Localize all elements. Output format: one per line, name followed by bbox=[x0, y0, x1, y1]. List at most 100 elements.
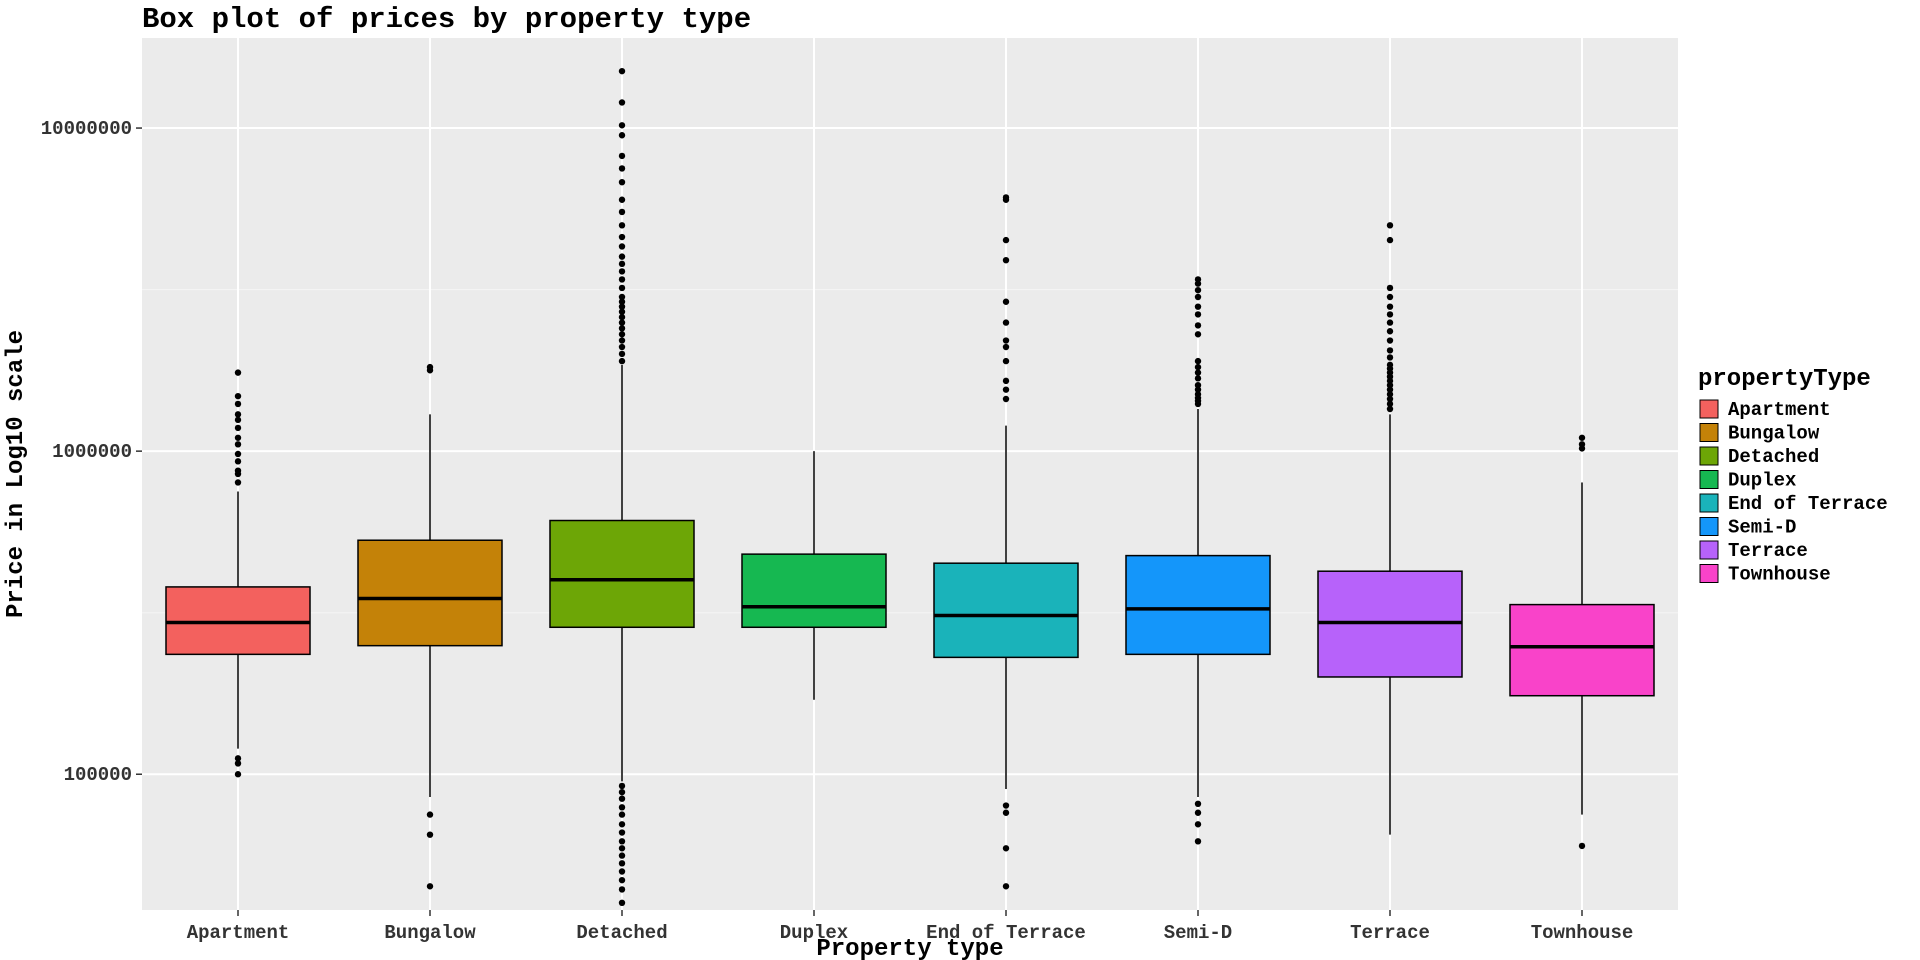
outlier-point bbox=[234, 441, 242, 448]
outlier-point bbox=[1578, 842, 1586, 850]
outlier-point bbox=[1002, 319, 1010, 326]
outlier-point bbox=[618, 67, 626, 75]
outlier-point bbox=[618, 122, 626, 129]
outlier-point bbox=[618, 331, 626, 338]
outlier-point bbox=[1386, 347, 1394, 354]
outlier-point bbox=[618, 165, 626, 172]
outlier-point bbox=[1194, 386, 1202, 393]
outlier-point bbox=[1194, 391, 1202, 398]
outlier-point bbox=[426, 811, 434, 818]
outlier-point bbox=[618, 243, 626, 250]
outlier-point bbox=[234, 392, 242, 400]
outlier-point bbox=[1194, 363, 1202, 371]
outlier-point bbox=[618, 313, 626, 321]
outlier-point bbox=[618, 838, 626, 845]
legend-title: propertyType bbox=[1698, 366, 1871, 393]
outlier-point bbox=[618, 788, 626, 796]
outlier-point bbox=[1002, 343, 1010, 351]
legend-item: Terrace bbox=[1699, 540, 1808, 562]
box-townhouse bbox=[1509, 434, 1655, 850]
legend-label: End of Terrace bbox=[1728, 493, 1888, 515]
outlier-point bbox=[1002, 809, 1010, 816]
outlier-point bbox=[234, 755, 242, 762]
legend-item: Apartment bbox=[1699, 399, 1831, 421]
legend-key bbox=[1699, 517, 1719, 536]
plot-panel bbox=[142, 38, 1678, 910]
outlier-point bbox=[234, 434, 242, 441]
outlier-point bbox=[426, 363, 434, 371]
box-semi-d bbox=[1125, 276, 1271, 845]
outlier-point bbox=[1002, 194, 1010, 201]
outlier-point bbox=[618, 268, 626, 275]
outlier-point bbox=[1386, 328, 1394, 335]
legend-key bbox=[1699, 470, 1719, 489]
outlier-point bbox=[618, 782, 626, 790]
legend-label: Detached bbox=[1728, 446, 1819, 468]
legend-item: Duplex bbox=[1699, 470, 1796, 492]
outlier-point bbox=[234, 400, 242, 408]
outlier-point bbox=[1194, 800, 1202, 808]
y-axis: 100000 1000000 10000000 bbox=[41, 118, 142, 786]
outlier-point bbox=[234, 771, 242, 778]
outlier-point bbox=[618, 804, 626, 811]
outlier-point bbox=[1002, 298, 1010, 305]
outlier-point bbox=[1194, 369, 1202, 376]
legend-item: End of Terrace bbox=[1699, 493, 1888, 515]
outlier-point bbox=[618, 178, 626, 186]
outlier-point bbox=[618, 899, 626, 907]
iqr-box bbox=[165, 586, 311, 656]
outlier-point bbox=[618, 325, 626, 332]
outlier-point bbox=[1002, 395, 1010, 403]
y-axis-title: Price in Log10 scale bbox=[3, 330, 30, 618]
y-tick-label: 1000000 bbox=[52, 441, 132, 463]
outlier-point bbox=[1194, 821, 1202, 828]
chart-title: Box plot of prices by property type bbox=[142, 3, 751, 36]
outlier-point bbox=[1194, 293, 1202, 301]
outlier-point bbox=[618, 99, 626, 106]
outlier-point bbox=[618, 303, 626, 310]
x-axis: Apartment Bungalow Detached Duplex End of Te… bbox=[187, 910, 1633, 944]
outlier-point bbox=[618, 829, 626, 836]
legend-label: Townhouse bbox=[1728, 564, 1831, 586]
outlier-point bbox=[618, 795, 626, 802]
legend-label: Semi-D bbox=[1728, 517, 1796, 539]
outlier-point bbox=[618, 811, 626, 818]
x-tick-label: Duplex bbox=[780, 922, 848, 944]
legend-key bbox=[1699, 446, 1719, 466]
x-tick-label: Detached bbox=[576, 922, 667, 944]
legend-label: Duplex bbox=[1728, 470, 1796, 492]
outlier-point bbox=[618, 222, 626, 229]
outlier-point bbox=[1002, 337, 1010, 344]
iqr-box bbox=[357, 539, 503, 647]
outlier-point bbox=[618, 886, 626, 893]
y-tick-label: 100000 bbox=[64, 764, 132, 786]
legend-label: Apartment bbox=[1728, 399, 1831, 421]
outlier-point bbox=[618, 233, 626, 241]
x-tick-label: Terrace bbox=[1350, 922, 1430, 944]
outlier-point bbox=[618, 260, 626, 268]
legend-key bbox=[1699, 493, 1719, 513]
outlier-point bbox=[1002, 883, 1010, 890]
outlier-point bbox=[618, 868, 626, 875]
outlier-point bbox=[1578, 434, 1586, 441]
outlier-point bbox=[618, 284, 626, 292]
outlier-point bbox=[1194, 331, 1202, 338]
outlier-point bbox=[234, 760, 242, 767]
outlier-point bbox=[1386, 354, 1394, 361]
outlier-point bbox=[234, 411, 242, 418]
outlier-point bbox=[1386, 284, 1394, 292]
outlier-point bbox=[1194, 809, 1202, 816]
outlier-point bbox=[1578, 441, 1586, 448]
outlier-point bbox=[1386, 293, 1394, 301]
outlier-point bbox=[1194, 838, 1202, 845]
iqr-box bbox=[741, 553, 887, 629]
outlier-point bbox=[1194, 375, 1202, 382]
outlier-point bbox=[426, 831, 434, 838]
iqr-box bbox=[549, 519, 695, 629]
outlier-point bbox=[1002, 357, 1010, 365]
outlier-point bbox=[618, 132, 626, 139]
outlier-point bbox=[1194, 311, 1202, 318]
outlier-point bbox=[234, 458, 242, 465]
outlier-point bbox=[234, 450, 242, 458]
